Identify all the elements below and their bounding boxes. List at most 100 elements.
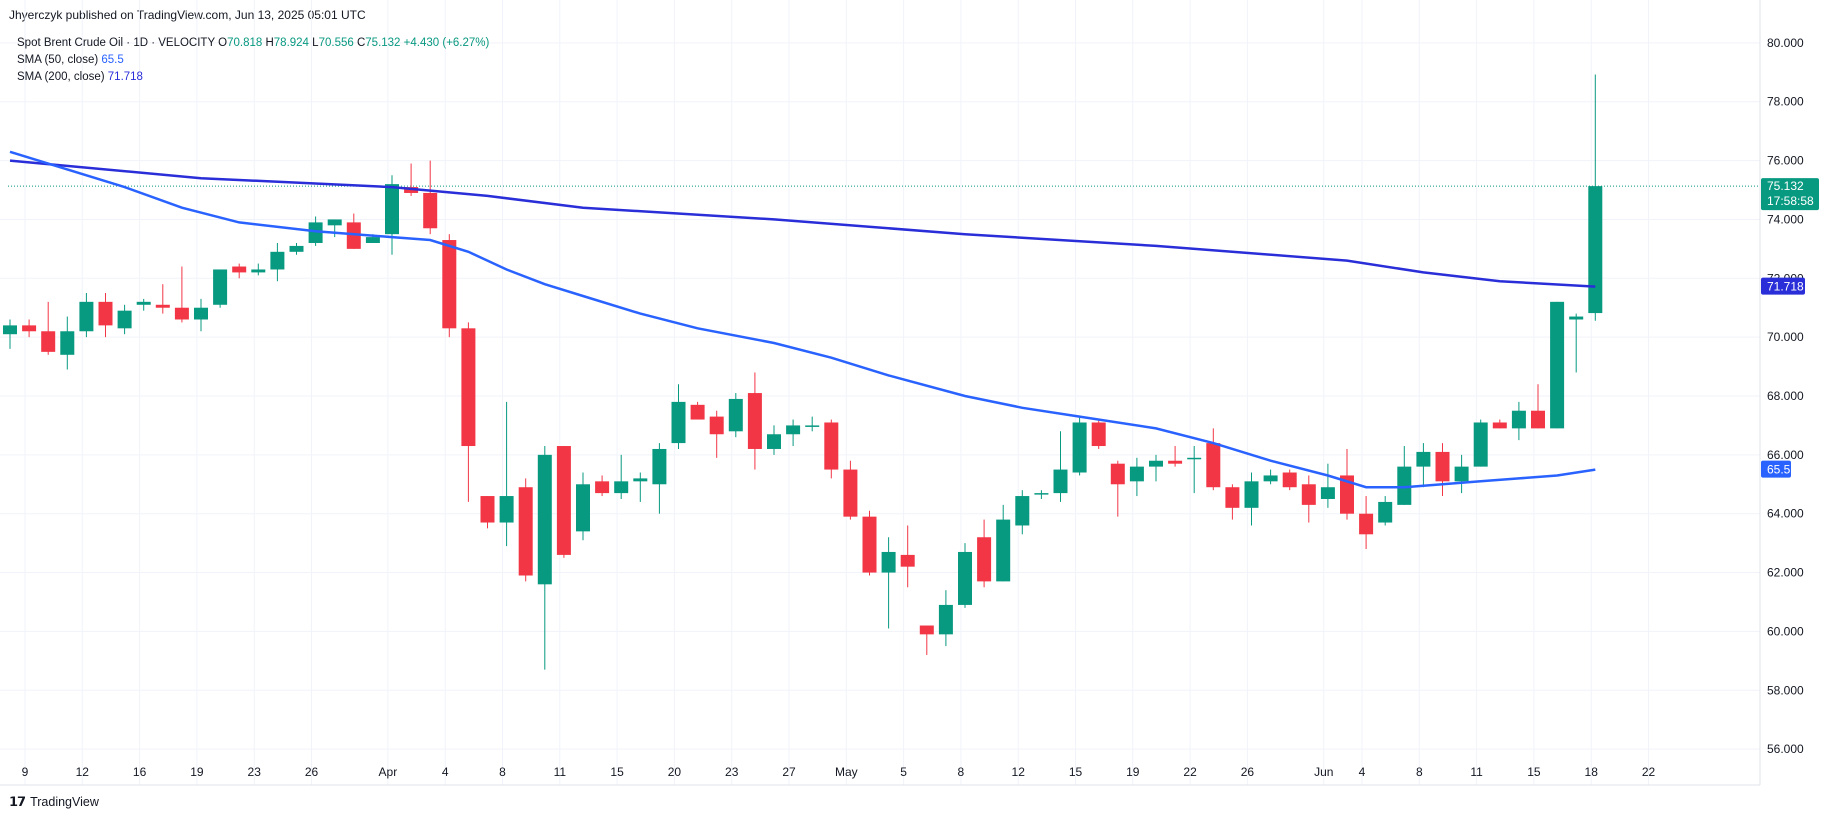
candle-body (365, 237, 380, 243)
symbol-row: Spot Brent Crude Oil · 1D · VELOCITY O 70… (17, 35, 489, 52)
candle-body (308, 222, 323, 243)
candle-body (1320, 487, 1335, 499)
time-tick-label: 15 (610, 765, 624, 779)
time-tick-label: 16 (133, 765, 147, 779)
price-axis[interactable]: 56.000 58.000 60.000 62.000 64.000 66.000 68.0… (1767, 36, 1804, 756)
sma50-row[interactable]: SMA (50, close) 65.5 (17, 52, 489, 69)
tradingview-logo-icon: 𝟭𝟳 (9, 794, 26, 809)
candle-body (900, 554, 915, 567)
sma50-label: SMA (50, close) (17, 54, 99, 66)
time-tick-label: Jun (1314, 765, 1333, 779)
time-tick-label: 11 (554, 765, 567, 779)
time-tick-label: May (835, 765, 858, 779)
price-tick-label: 62.000 (1767, 566, 1804, 580)
candle-body (958, 551, 972, 605)
candle-body (1244, 481, 1259, 508)
price-tick-label: 58.000 (1767, 683, 1804, 697)
candle-body (1588, 186, 1603, 314)
time-tick-label: 19 (1126, 765, 1140, 779)
time-tick-label: 18 (1585, 765, 1599, 779)
candle-body (633, 478, 648, 482)
candle-body (938, 604, 953, 635)
time-tick-label: 15 (1069, 765, 1083, 779)
time-axis[interactable]: 9 12 16 19 23 26 Apr 4 8 11 15 20 23 27 May 5 8 12 15 19 22 2… (22, 765, 1656, 779)
published-by-text: Jhyerczyk published on TradingView.com, … (9, 8, 366, 22)
close-value: 75.132 (365, 37, 401, 49)
candle-body (614, 481, 629, 494)
candle-body (194, 307, 208, 320)
change-value: +4.430 (+6.27%) (403, 37, 490, 49)
time-tick-label: 15 (1527, 765, 1541, 779)
price-tick-label: 74.000 (1767, 212, 1804, 226)
candle-body (79, 301, 94, 332)
sma50-tag-value: 65.5 (1767, 463, 1791, 477)
candle-body (1282, 472, 1297, 488)
candle-body (671, 401, 686, 444)
candle-body (977, 537, 992, 582)
candles-group (3, 74, 1603, 670)
symbol-name[interactable]: Spot Brent Crude Oil · 1D · VELOCITY (17, 37, 215, 49)
tradingview-brand[interactable]: 𝟭𝟳 TradingView (9, 794, 99, 810)
price-tick-label: 66.000 (1767, 448, 1804, 462)
countdown-tag-value: 17:58:58 (1767, 194, 1814, 208)
high-label: H (265, 37, 274, 49)
candle-body (862, 516, 877, 573)
chart-legend: Spot Brent Crude Oil · 1D · VELOCITY O 70… (17, 35, 489, 86)
time-tick-label: 8 (958, 765, 965, 779)
candle-body (3, 325, 17, 335)
candle-body (1053, 469, 1068, 494)
sma200-value: 71.718 (107, 71, 143, 83)
candle-body (1187, 457, 1202, 460)
candle-body (805, 425, 820, 427)
candle-body (22, 325, 37, 332)
candle-body (919, 625, 934, 635)
candle-body (1015, 496, 1030, 526)
candle-body (1340, 475, 1354, 514)
candle-body (442, 240, 457, 329)
time-tick-label: 23 (248, 765, 262, 779)
sma50-tag (1761, 460, 1791, 478)
candle-body (136, 301, 151, 305)
last-price-tag (1761, 178, 1819, 211)
candle-body (423, 192, 438, 229)
open-label: O (218, 37, 228, 49)
candle-body (518, 487, 533, 576)
candle-body (499, 496, 514, 523)
candle-body (1378, 501, 1393, 523)
candle-body (155, 304, 170, 308)
candle-body (1206, 443, 1221, 488)
candle-body (881, 551, 896, 573)
candle-body (270, 251, 285, 270)
candle-body (327, 219, 342, 226)
price-tick-label: 68.000 (1767, 389, 1804, 403)
low-label: L (312, 37, 319, 49)
time-tick-label: 26 (305, 765, 319, 779)
sma50-value: 65.5 (101, 54, 124, 66)
grid-lines (0, 0, 1760, 785)
candle-body (1263, 475, 1278, 482)
sma200-row[interactable]: SMA (200, close) 71.718 (17, 69, 489, 86)
candle-body (1473, 422, 1488, 467)
time-tick-label: 27 (782, 765, 796, 779)
price-tick-label: 76.000 (1767, 154, 1804, 168)
candle-body (346, 222, 361, 249)
time-tick-label: 20 (668, 765, 682, 779)
candle-body (480, 496, 495, 523)
candle-body (1531, 410, 1545, 429)
time-tick-label: 22 (1183, 765, 1197, 779)
time-tick-label: 19 (190, 765, 204, 779)
candle-body (1492, 422, 1507, 429)
low-value: 70.556 (318, 37, 354, 49)
candle-body (1091, 422, 1106, 447)
candle-body (251, 269, 266, 273)
candle-body (652, 448, 667, 485)
candle-body (728, 398, 743, 432)
candle-body (556, 446, 571, 555)
candle-body (1149, 460, 1163, 467)
candle-body (174, 307, 189, 320)
time-tick-label: 11 (1470, 765, 1483, 779)
candle-body (1359, 513, 1374, 535)
last-price-tag-value: 75.132 (1767, 179, 1804, 193)
candle-body (98, 301, 113, 326)
